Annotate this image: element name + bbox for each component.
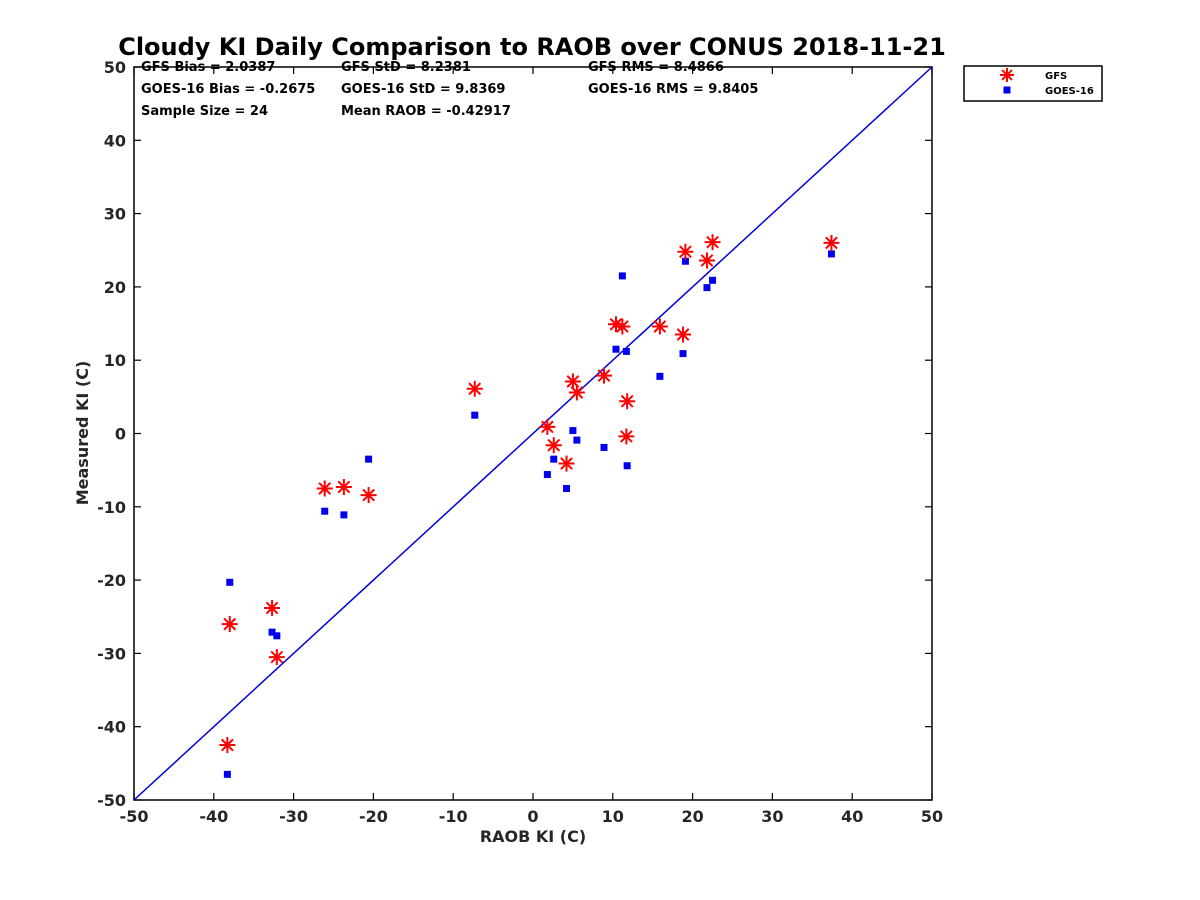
legend-gfs-marker — [1000, 68, 1014, 82]
x-tick-label: -20 — [359, 807, 388, 826]
goes-16-point — [223, 770, 231, 778]
y-tick-label: 50 — [104, 58, 126, 77]
y-tick-label: 30 — [104, 205, 126, 224]
gfs-point — [704, 234, 721, 251]
x-tick-label: -30 — [279, 807, 308, 826]
gfs-point — [268, 649, 285, 666]
goes-16-point — [550, 455, 558, 463]
goes-16-point — [618, 272, 626, 280]
goes-16-point — [681, 257, 689, 265]
stats-text: GOES-16 StD = 9.8369 — [341, 82, 505, 97]
x-tick-label: -50 — [120, 807, 149, 826]
stats-text: GFS StD = 8.2381 — [341, 60, 471, 75]
goes-16-point — [543, 471, 551, 479]
chart-title: Cloudy KI Daily Comparison to RAOB over … — [118, 33, 946, 61]
y-tick-label: -10 — [97, 498, 126, 517]
y-tick-label: 10 — [104, 351, 126, 370]
gfs-point — [618, 428, 635, 445]
stats-text: Mean RAOB = -0.42917 — [341, 104, 511, 119]
series-gfs — [219, 234, 840, 754]
gfs-point — [539, 418, 556, 435]
y-tick-label: -50 — [97, 791, 126, 810]
goes-16-point — [622, 347, 630, 355]
gfs-point — [264, 599, 281, 616]
goes-16-point — [569, 427, 577, 435]
goes-16-point — [612, 345, 620, 353]
y-tick-label: -20 — [97, 571, 126, 590]
legend: GFS GOES-16 — [963, 65, 1103, 102]
gfs-point — [558, 455, 575, 472]
goes-16-point — [268, 628, 276, 636]
goes-16-point — [573, 436, 581, 444]
gfs-point — [823, 234, 840, 251]
stats-text: GOES-16 RMS = 9.8405 — [588, 82, 758, 97]
gfs-point — [316, 480, 333, 497]
gfs-point — [614, 318, 631, 335]
one-to-one-reference-line — [133, 66, 933, 801]
x-tick-label: 50 — [921, 807, 943, 826]
legend-box — [963, 65, 1103, 102]
goes-16-point — [226, 578, 234, 586]
x-tick-label: 30 — [761, 807, 783, 826]
goes-16-point — [656, 372, 664, 380]
y-tick-label: -30 — [97, 644, 126, 663]
gfs-point — [360, 487, 377, 504]
gfs-point — [619, 393, 636, 410]
series-layer — [219, 234, 840, 778]
gfs-point — [651, 318, 668, 335]
x-axis-label: RAOB KI (C) — [480, 827, 586, 846]
goes-16-point — [365, 455, 373, 463]
gfs-point — [466, 380, 483, 397]
goes-16-point — [321, 507, 329, 515]
stats-text: GOES-16 Bias = -0.2675 — [141, 82, 315, 97]
gfs-point — [545, 437, 562, 454]
legend-label: GFS — [1045, 71, 1067, 82]
y-tick-label: 20 — [104, 278, 126, 297]
goes-16-point — [703, 284, 711, 292]
stats-text: GFS Bias = 2.0387 — [141, 60, 275, 75]
gfs-point — [219, 737, 236, 754]
x-tick-label: 20 — [681, 807, 703, 826]
gfs-point — [677, 243, 694, 260]
stats-text: Sample Size = 24 — [141, 104, 268, 119]
x-tick-label: 10 — [602, 807, 624, 826]
x-tick-label: 0 — [527, 807, 538, 826]
gfs-point — [698, 252, 715, 269]
goes-16-point — [600, 443, 608, 451]
series-goes-16 — [223, 250, 835, 778]
gfs-point — [221, 616, 238, 633]
x-tick-label: -10 — [439, 807, 468, 826]
legend-goes-16-marker — [1003, 86, 1011, 94]
gfs-point — [675, 326, 692, 343]
x-tick-label: 40 — [841, 807, 863, 826]
goes-16-point — [623, 462, 631, 470]
stats-box: GFS Bias = 2.0387 GFS StD = 8.2381 GFS RMS… — [141, 60, 758, 119]
goes-16-point — [563, 484, 571, 492]
y-axis-ticks: -50 -40 -30 -20 -10 0 10 20 30 40 50 — [97, 58, 932, 810]
goes-16-point — [273, 632, 281, 640]
stats-text: GFS RMS = 8.4866 — [588, 60, 724, 75]
legend-label: GOES-16 — [1045, 86, 1094, 97]
legend-entries: GFS GOES-16 — [1000, 68, 1094, 97]
y-axis-label: Measured KI (C) — [73, 361, 92, 506]
y-tick-label: 40 — [104, 131, 126, 150]
y-tick-label: 0 — [115, 425, 126, 444]
x-tick-label: -40 — [199, 807, 228, 826]
y-tick-label: -40 — [97, 718, 126, 737]
goes-16-point — [679, 350, 687, 358]
x-axis-ticks: -50 -40 -30 -20 -10 0 10 20 30 40 50 — [120, 67, 943, 826]
goes-16-point — [340, 511, 348, 519]
gfs-point — [335, 479, 352, 496]
goes-16-point — [827, 250, 835, 258]
goes-16-point — [471, 411, 479, 419]
gfs-point — [568, 384, 585, 401]
goes-16-point — [709, 276, 717, 284]
gfs-point — [596, 367, 613, 384]
